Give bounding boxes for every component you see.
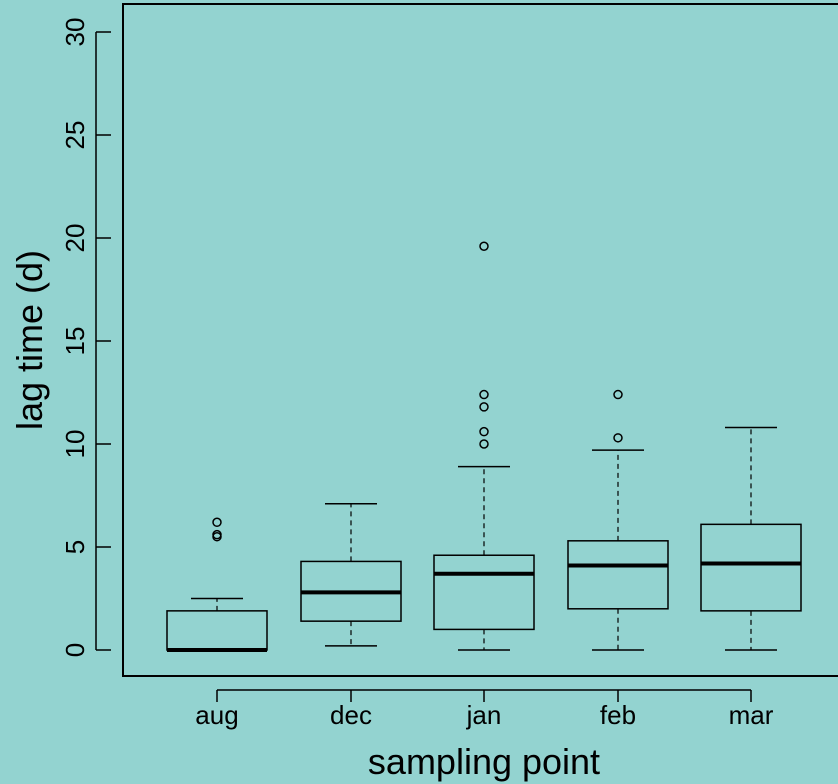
outlier-jan-3	[479, 389, 489, 400]
box-feb	[567, 389, 669, 651]
y-tick-label-6: 30	[60, 18, 90, 47]
iqr-box-mar	[700, 523, 802, 612]
x-axis: aug dec jan feb mar	[195, 689, 774, 730]
y-axis-title: lag time (d)	[9, 250, 50, 430]
outlier-aug-1	[212, 529, 222, 540]
box-dec	[300, 502, 402, 647]
y-axis: 0 5 10 15 20 25 30	[60, 18, 111, 657]
x-tick-label-feb: feb	[600, 700, 636, 730]
y-tick-label-3: 15	[60, 327, 90, 356]
y-tick-label-4: 20	[60, 224, 90, 253]
box-aug	[166, 517, 268, 652]
box-jan	[433, 241, 535, 651]
x-tick-label-aug: aug	[195, 700, 238, 730]
outlier-feb-1	[613, 389, 623, 400]
x-tick-label-dec: dec	[330, 700, 372, 730]
outlier-jan-4	[479, 241, 489, 251]
y-tick-label-5: 25	[60, 121, 90, 150]
y-tick-label-1: 5	[60, 540, 90, 554]
outlier-jan-0	[479, 439, 489, 449]
outlier-feb-0	[613, 433, 623, 443]
box-mar	[700, 426, 802, 651]
boxes-group	[166, 241, 802, 652]
iqr-box-feb	[567, 540, 669, 610]
x-tick-label-mar: mar	[729, 700, 774, 730]
iqr-box-jan	[433, 554, 535, 631]
x-axis-title: sampling point	[368, 741, 600, 782]
outlier-jan-1	[479, 426, 489, 437]
y-tick-label-2: 10	[60, 430, 90, 459]
outlier-jan-2	[479, 402, 489, 412]
y-tick-label-0: 0	[60, 643, 90, 657]
plot-frame	[122, 3, 838, 677]
iqr-box-aug	[166, 610, 268, 651]
x-tick-label-jan: jan	[466, 700, 502, 730]
outlier-aug-2	[212, 517, 222, 528]
